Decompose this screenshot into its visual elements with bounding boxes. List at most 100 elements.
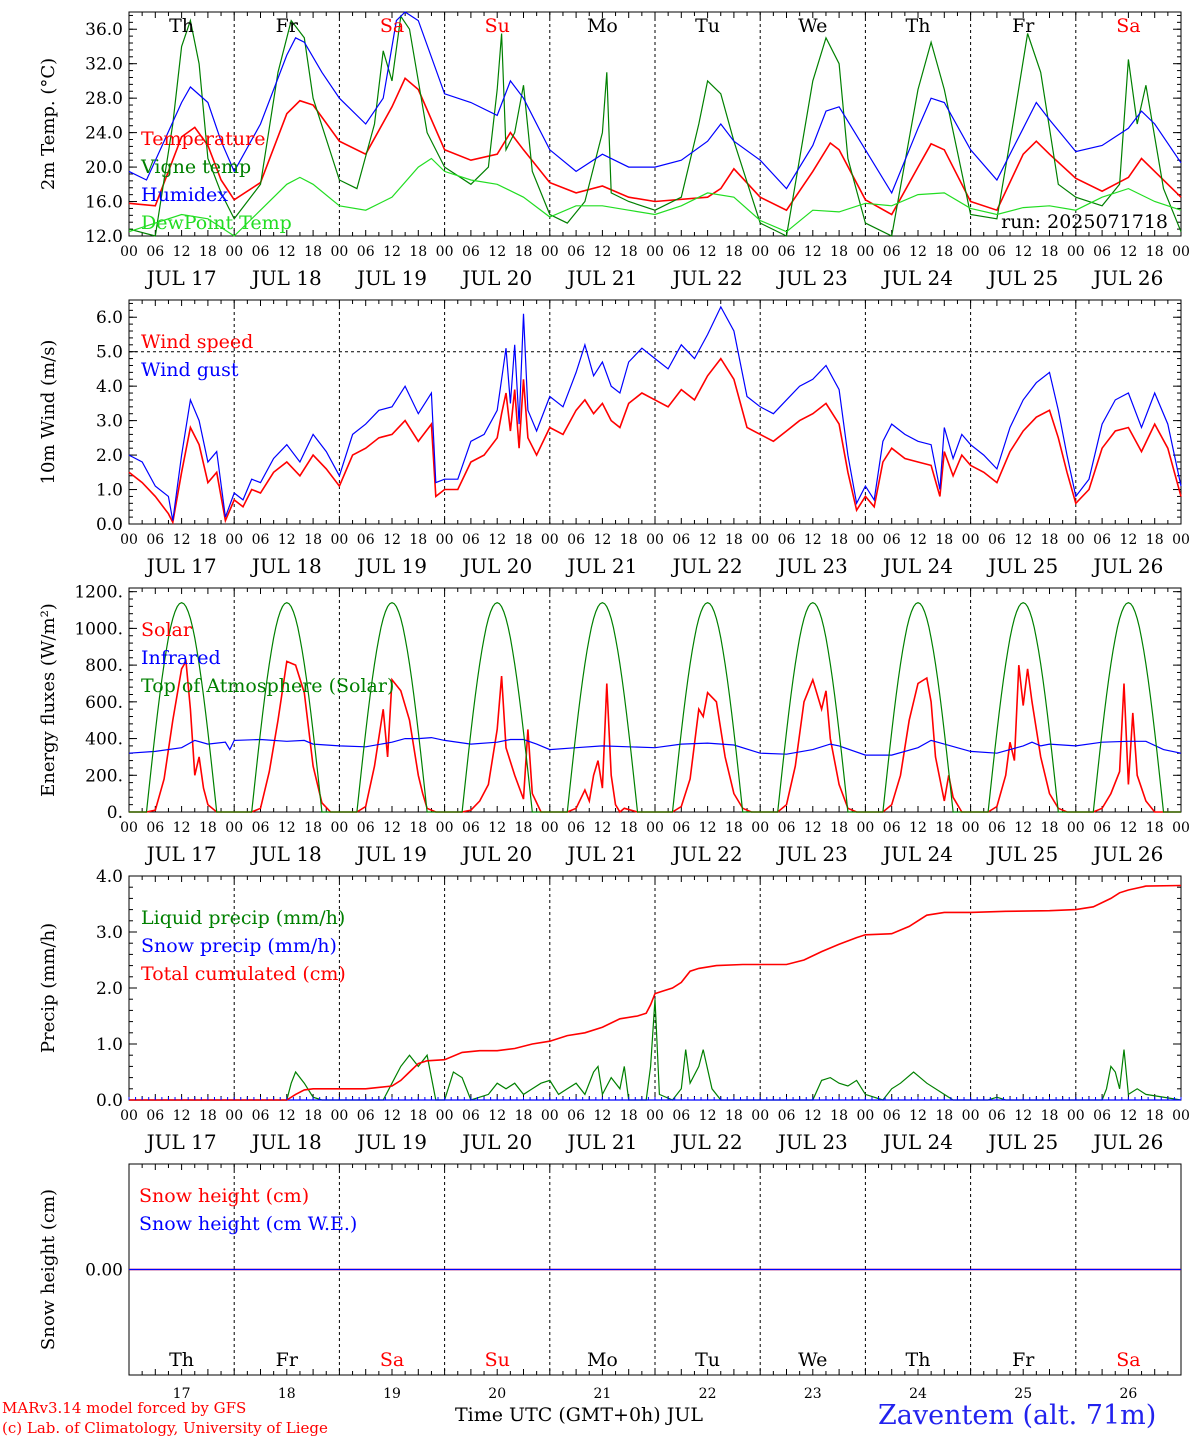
day-name: Mo	[587, 15, 618, 37]
hour-label: 18	[199, 1108, 217, 1124]
series-total-cumulated-cm	[129, 884, 1182, 1101]
day-number: 18	[278, 1386, 296, 1402]
hour-label: 00	[1067, 1108, 1085, 1124]
date-label: JUL 21	[565, 842, 637, 866]
hour-label: 06	[252, 1108, 270, 1124]
date-label: JUL 22	[671, 266, 743, 290]
hour-label: 06	[672, 244, 690, 260]
hour-label: 12	[804, 1108, 822, 1124]
hour-label: 18	[304, 532, 322, 548]
hour-label: 00	[436, 244, 454, 260]
hour-label: 06	[462, 532, 480, 548]
hour-label: 06	[1093, 244, 1111, 260]
y-tick-label: 800.	[85, 656, 123, 676]
hour-label: 18	[304, 244, 322, 260]
hour-label: 18	[1146, 532, 1164, 548]
hour-label: 06	[357, 244, 375, 260]
date-label: JUL 17	[145, 554, 217, 578]
hour-label: 18	[1041, 820, 1059, 836]
hour-label: 00	[751, 1108, 769, 1124]
hour-label: 06	[778, 820, 796, 836]
hour-label: 06	[462, 820, 480, 836]
date-label: JUL 20	[460, 1130, 532, 1154]
hour-label: 12	[804, 820, 822, 836]
y-tick-label: 1000.	[74, 619, 123, 639]
panel-frame	[128, 11, 1182, 237]
date-label: JUL 25	[986, 554, 1058, 578]
hour-label: 06	[567, 532, 585, 548]
y-tick-label: 16.0	[85, 193, 123, 213]
y-tick-label: 3.0	[96, 923, 123, 943]
hour-label: 06	[357, 532, 375, 548]
hour-label: 00	[1067, 532, 1085, 548]
hour-label: 18	[304, 820, 322, 836]
panel-4: Precip (mm/h)	[38, 875, 1182, 1101]
hour-label: 12	[804, 532, 822, 548]
y-tick-label: 2.0	[96, 446, 123, 466]
date-label: JUL 24	[881, 1130, 953, 1154]
date-label: JUL 21	[565, 266, 637, 290]
hour-label: 12	[804, 244, 822, 260]
series-vigne-temp	[128, 14, 1182, 237]
hour-label: 18	[935, 532, 953, 548]
day-name: We	[798, 1349, 827, 1371]
hour-label: 06	[883, 820, 901, 836]
hour-label: 06	[357, 820, 375, 836]
date-label: JUL 25	[986, 266, 1058, 290]
hour-label: 06	[146, 532, 164, 548]
hour-label: 06	[883, 532, 901, 548]
y-tick-label: 400.	[85, 730, 123, 750]
hour-label: 00	[436, 1108, 454, 1124]
day-name: Fr	[1012, 1349, 1035, 1371]
legend-entry: DewPoint Temp	[141, 212, 292, 234]
y-tick-label: 1.0	[96, 1035, 123, 1055]
hour-label: 18	[409, 244, 427, 260]
panel-3: Energy fluxes (W/m²)	[38, 587, 1182, 814]
hour-label: 18	[1041, 532, 1059, 548]
y-tick-label: 3.0	[96, 412, 123, 432]
date-label: JUL 23	[776, 554, 848, 578]
date-label: JUL 20	[460, 554, 532, 578]
day-name: Su	[485, 1349, 510, 1371]
hour-label: 12	[1119, 1108, 1137, 1124]
hour-label: 06	[567, 1108, 585, 1124]
day-name: Th	[906, 15, 931, 37]
hour-label: 06	[146, 1108, 164, 1124]
day-name: We	[798, 15, 827, 37]
hour-label: 00	[1172, 532, 1190, 548]
lab-credit: (c) Lab. of Climatology, University of L…	[2, 1419, 328, 1437]
hour-label: 18	[935, 244, 953, 260]
day-number: 22	[699, 1386, 717, 1402]
y-tick-label: 36.0	[85, 20, 123, 40]
hour-label: 06	[146, 244, 164, 260]
y-tick-label: 12.0	[85, 227, 123, 247]
date-label: JUL 19	[355, 554, 427, 578]
hour-label: 00	[751, 244, 769, 260]
day-number: 24	[909, 1386, 927, 1402]
hour-label: 12	[1014, 244, 1032, 260]
legend-entry: Wind gust	[141, 359, 239, 381]
hour-label: 12	[278, 820, 296, 836]
hour-label: 12	[699, 1108, 717, 1124]
day-name: Tu	[695, 15, 720, 37]
y-tick-label: 2.0	[96, 979, 123, 999]
hour-label: 12	[1119, 244, 1137, 260]
hour-label: 00	[856, 820, 874, 836]
hour-label: 18	[1146, 820, 1164, 836]
hour-label: 12	[699, 532, 717, 548]
hour-label: 06	[1093, 1108, 1111, 1124]
hour-label: 18	[935, 1108, 953, 1124]
date-label: JUL 19	[355, 266, 427, 290]
date-label: JUL 26	[1091, 554, 1163, 578]
hour-label: 06	[252, 820, 270, 836]
hour-label: 00	[120, 820, 138, 836]
date-label: JUL 18	[250, 1130, 322, 1154]
hour-label: 18	[1041, 1108, 1059, 1124]
hour-label: 12	[383, 820, 401, 836]
legend-entry: Top of Atmosphere (Solar)	[141, 675, 394, 697]
day-name: Sa	[1116, 1349, 1140, 1371]
y-axis-label: 2m Temp. (°C)	[38, 58, 59, 190]
y-tick-label: 4.0	[96, 377, 123, 397]
hour-label: 12	[1014, 820, 1032, 836]
hour-label: 00	[541, 532, 559, 548]
